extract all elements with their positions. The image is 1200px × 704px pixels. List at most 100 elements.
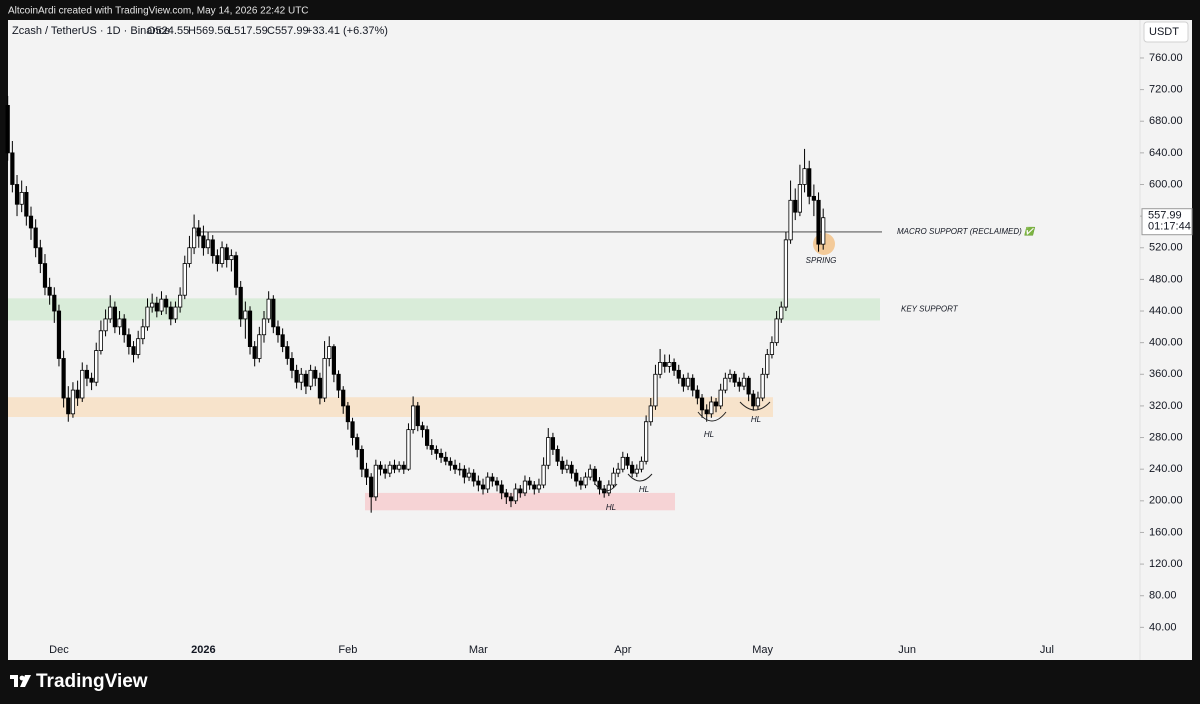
candle-body	[494, 480, 500, 486]
annotation: HL	[751, 415, 761, 424]
chart-background	[8, 20, 1192, 660]
candle-body	[28, 215, 34, 229]
candle-body	[667, 362, 672, 367]
candle-body	[578, 480, 583, 486]
candle-body	[732, 373, 737, 383]
candle-body	[275, 326, 281, 336]
candle-body	[699, 397, 705, 411]
candle-body	[173, 306, 178, 320]
candle-body	[140, 326, 145, 340]
candle-body	[145, 306, 150, 328]
candle-body	[308, 369, 313, 387]
candle-body	[266, 298, 271, 320]
candle-body	[257, 334, 262, 359]
candle-body	[56, 310, 62, 359]
candle-body	[164, 298, 169, 308]
candle-body	[760, 373, 765, 399]
candle-body	[327, 346, 332, 359]
x-tick-label: Jun	[898, 644, 916, 656]
candle-body	[196, 227, 201, 237]
candle-body	[289, 358, 295, 371]
candle-body	[807, 168, 812, 197]
candle-body	[788, 199, 793, 241]
annotation: HL	[704, 430, 714, 439]
candle-body	[658, 362, 663, 375]
candle-body	[247, 310, 253, 348]
candle-body	[182, 263, 187, 296]
logo-dot	[19, 675, 25, 681]
y-tick-label: 600.00	[1149, 178, 1183, 190]
candle-body	[387, 464, 392, 474]
zone	[365, 492, 675, 511]
candle-body	[611, 472, 616, 486]
candle-body	[504, 492, 509, 498]
candle-body	[168, 306, 173, 320]
candle-body	[383, 468, 388, 474]
candle-body	[261, 318, 267, 336]
y-axis-label: USDT	[1149, 26, 1179, 38]
candle-body	[746, 377, 751, 395]
candle-body	[94, 350, 99, 383]
candle-body	[205, 239, 211, 249]
candle-body	[80, 369, 85, 399]
candle-body	[350, 421, 355, 438]
y-tick-label: 80.00	[1149, 590, 1177, 602]
candle-body	[271, 298, 276, 328]
candle-body	[448, 460, 453, 466]
candle-body	[676, 369, 681, 379]
hl-arc	[594, 483, 618, 492]
candle-body	[322, 358, 327, 399]
candle-body	[336, 373, 341, 391]
annotation: HL	[606, 503, 616, 512]
candle-body	[769, 342, 775, 355]
candle-body	[546, 437, 551, 466]
y-tick-label: 440.00	[1149, 305, 1183, 317]
candle-body	[178, 294, 183, 308]
candle-body	[802, 168, 807, 185]
price-tag-label: 557.99	[1148, 210, 1182, 222]
candle-body	[737, 381, 742, 387]
candle-body	[541, 464, 546, 486]
candle-body	[42, 263, 48, 288]
candle-body	[215, 255, 220, 264]
candle-body	[816, 199, 821, 245]
candle-body	[285, 346, 290, 359]
candle-body	[574, 472, 579, 482]
candle-body	[52, 294, 57, 312]
candle-body	[723, 377, 728, 391]
candle-body	[741, 377, 747, 387]
candle-body	[793, 199, 798, 213]
candle-body	[33, 227, 38, 249]
y-tick-label: 680.00	[1149, 115, 1183, 127]
candle-body	[462, 468, 467, 478]
y-tick-label: 160.00	[1149, 526, 1183, 538]
candle-body	[508, 496, 514, 502]
candle-body	[201, 235, 206, 249]
candle-body	[765, 354, 770, 375]
candle-body	[709, 401, 714, 415]
x-tick-label: 2026	[191, 644, 215, 656]
zones	[8, 231, 882, 511]
candle-body	[233, 255, 239, 288]
candle-body	[229, 255, 234, 261]
hl-arc	[739, 401, 771, 411]
candle-body	[466, 472, 472, 478]
legend-low: L517.59	[228, 25, 268, 37]
hl-arc	[697, 411, 727, 422]
candle-body	[38, 247, 43, 264]
candle-body	[420, 425, 425, 431]
candle-body	[727, 373, 733, 379]
candle-body	[70, 389, 76, 415]
x-tick-label: Mar	[469, 644, 488, 656]
candle-body	[224, 247, 229, 261]
candle-body	[401, 464, 406, 470]
candle-body	[606, 484, 611, 494]
candle-body	[75, 389, 80, 399]
candle-body	[653, 373, 658, 407]
candle-body	[210, 239, 215, 257]
chart-title: Zcash / TetherUS · 1D · Binance	[12, 25, 170, 37]
legend-high: H569.56	[188, 25, 230, 37]
logo-mark	[10, 675, 18, 687]
candle-body	[126, 334, 131, 348]
